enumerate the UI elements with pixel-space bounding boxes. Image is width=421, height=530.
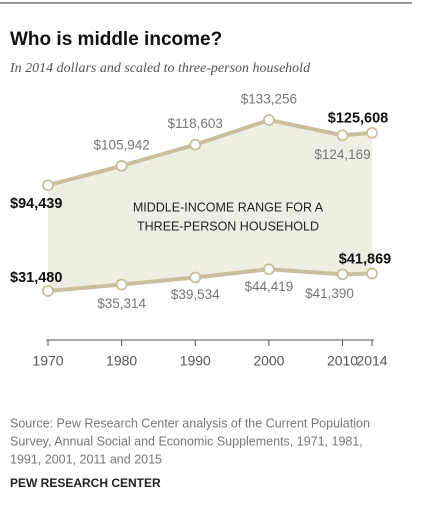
source: Source: Pew Research Center analysis of … bbox=[10, 416, 370, 430]
point bbox=[42, 285, 54, 297]
credit: PEW RESEARCH CENTER bbox=[10, 476, 161, 490]
point bbox=[115, 278, 128, 291]
point bbox=[366, 126, 378, 139]
annotation: MIDDLE-INCOME RANGE FOR A bbox=[133, 200, 324, 214]
point bbox=[189, 138, 202, 151]
source: 1991, 2001, 2011 and 2015 bbox=[10, 452, 162, 466]
point bbox=[336, 129, 349, 142]
point bbox=[115, 159, 128, 172]
x-tick-label: 1990 bbox=[180, 353, 211, 369]
x-tick-label: 2010 bbox=[327, 353, 358, 369]
value-label: $39,534 bbox=[171, 287, 220, 302]
x-tick-label: 1970 bbox=[32, 353, 63, 369]
point bbox=[263, 263, 275, 276]
value-label: $94,439 bbox=[10, 196, 62, 212]
value-label: $118,603 bbox=[168, 116, 223, 131]
point bbox=[366, 267, 378, 280]
chart-title: Who is middle income? bbox=[10, 29, 222, 50]
point bbox=[42, 179, 54, 192]
value-label: $41,390 bbox=[305, 286, 354, 301]
x-tick-label: 2014 bbox=[356, 353, 387, 369]
point bbox=[336, 268, 349, 281]
value-label: $41,869 bbox=[339, 251, 391, 267]
value-label: $133,256 bbox=[241, 92, 297, 107]
x-tick-label: 1980 bbox=[106, 353, 137, 369]
value-label: $105,942 bbox=[93, 137, 149, 152]
point bbox=[189, 271, 202, 284]
annotation: THREE-PERSON HOUSEHOLD bbox=[137, 219, 319, 233]
value-label: $44,419 bbox=[245, 279, 294, 294]
value-label: $31,480 bbox=[10, 270, 62, 286]
chart-subtitle: In 2014 dollars and scaled to three-pers… bbox=[9, 61, 311, 76]
x-tick-label: 2000 bbox=[253, 353, 284, 369]
value-label: $124,169 bbox=[314, 147, 370, 162]
band-area bbox=[48, 120, 372, 291]
point bbox=[263, 114, 275, 126]
source: Survey, Annual Social and Economic Suppl… bbox=[10, 434, 363, 448]
value-label: $35,314 bbox=[97, 296, 146, 311]
value-label: $125,608 bbox=[328, 111, 388, 127]
